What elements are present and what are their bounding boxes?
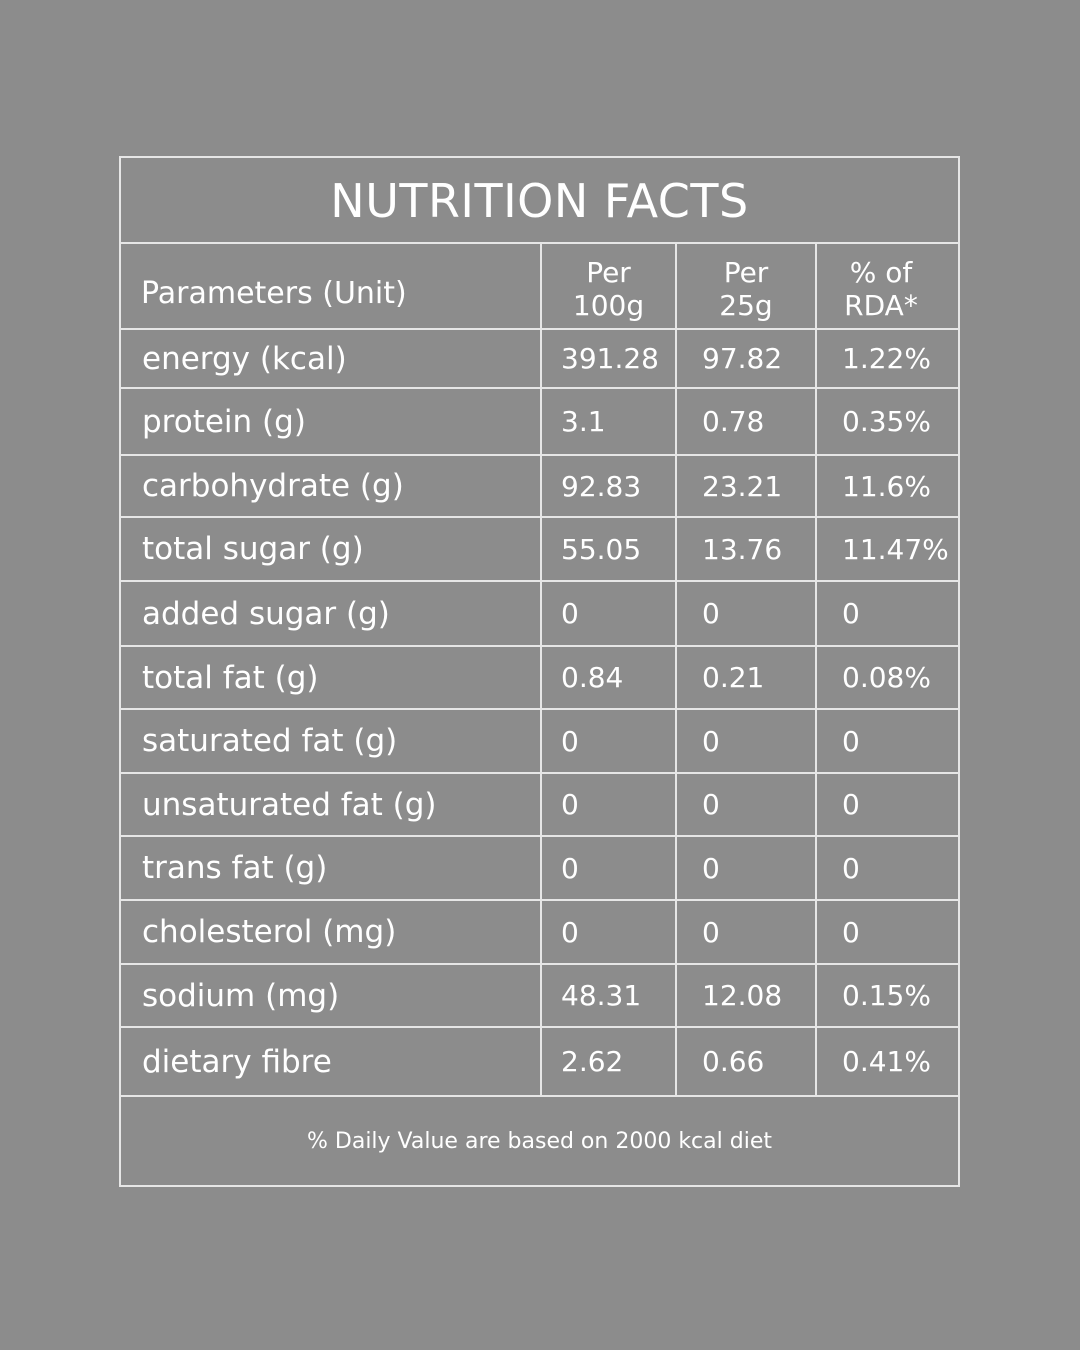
value-per25: 97.82 [702,342,783,375]
header-per-25g-line2: 25g [719,289,773,322]
value-per100: 92.83 [561,469,642,503]
value-rda: 0.08% [842,661,931,694]
column-divider [815,242,817,1095]
value-rda: 0.15% [842,979,931,1012]
row-label: cholesterol (mg) [142,914,397,950]
value-per100: 0 [561,915,579,949]
column-divider [675,242,677,1095]
row-label: unsaturated fat (g) [142,786,437,823]
nutrition-facts-panel: NUTRITION FACTS Parameters (Unit) Per 10… [119,156,960,1187]
row-label: trans fat (g) [142,850,328,886]
value-per100: 3.1 [561,405,606,438]
value-per100: 55.05 [561,532,642,566]
value-rda: 0 [842,851,860,885]
row-label: saturated fat (g) [142,723,398,759]
value-per25: 12.08 [702,979,783,1012]
row-divider [121,899,958,901]
row-divider [121,708,958,710]
column-divider [540,242,542,1095]
value-per25: 23.21 [702,469,783,503]
row-label: protein (g) [142,403,306,440]
value-per25: 0 [702,851,720,885]
header-per-100g-line2: 100g [572,289,645,322]
row-divider [121,1026,958,1028]
value-per25: 0 [702,915,720,949]
row-divider [121,963,958,965]
value-per100: 0 [561,851,579,885]
value-rda: 0 [842,788,860,821]
row-divider [121,454,958,456]
value-per100: 48.31 [561,979,642,1012]
value-rda: 11.6% [842,469,931,503]
value-per25: 0.66 [702,1045,765,1078]
row-divider [121,516,958,518]
row-label: carbohydrate (g) [142,468,404,504]
row-label: total sugar (g) [142,531,364,567]
header-rda-line1: % of [849,256,913,289]
header-per-25g-line1: Per [723,256,769,289]
row-divider [121,328,958,330]
value-rda: 1.22% [842,342,931,375]
value-per100: 0.84 [561,661,624,694]
value-per25: 0 [702,597,720,630]
row-divider [121,1095,958,1097]
header-per-25g: Per 25g [676,254,816,324]
value-per25: 0 [702,724,720,758]
value-per25: 0 [702,788,720,821]
row-label: sodium (mg) [142,977,340,1014]
value-per25: 0.21 [702,661,765,694]
value-per100: 0 [561,597,579,630]
value-rda: 0 [842,724,860,758]
row-label: total fat (g) [142,659,319,696]
value-rda: 0 [842,597,860,630]
value-rda: 0 [842,915,860,949]
row-divider [121,387,958,389]
row-divider [121,772,958,774]
row-label: added sugar (g) [142,595,390,632]
row-divider [121,645,958,647]
page-title: NUTRITION FACTS [330,173,749,228]
header-rda: % of RDA* [816,254,946,324]
value-per100: 2.62 [561,1045,624,1078]
row-label: energy (kcal) [142,340,347,377]
footnote: % Daily Value are based on 2000 kcal die… [307,1129,772,1154]
header-per-100g: Per 100g [541,254,676,324]
header-rda-line2: RDA* [844,289,918,322]
value-per100: 391.28 [561,342,659,375]
value-per100: 0 [561,788,579,821]
header-parameters: Parameters (Unit) [141,276,407,311]
row-divider [121,580,958,582]
value-rda: 0.41% [842,1045,931,1078]
value-rda: 11.47% [842,532,949,566]
row-label: dietary fibre [142,1043,332,1080]
row-divider [121,835,958,837]
value-per25: 13.76 [702,532,783,566]
value-rda: 0.35% [842,405,931,438]
value-per25: 0.78 [702,405,765,438]
header-per-100g-line1: Per [586,256,631,289]
row-divider [121,242,958,244]
value-per100: 0 [561,724,579,758]
